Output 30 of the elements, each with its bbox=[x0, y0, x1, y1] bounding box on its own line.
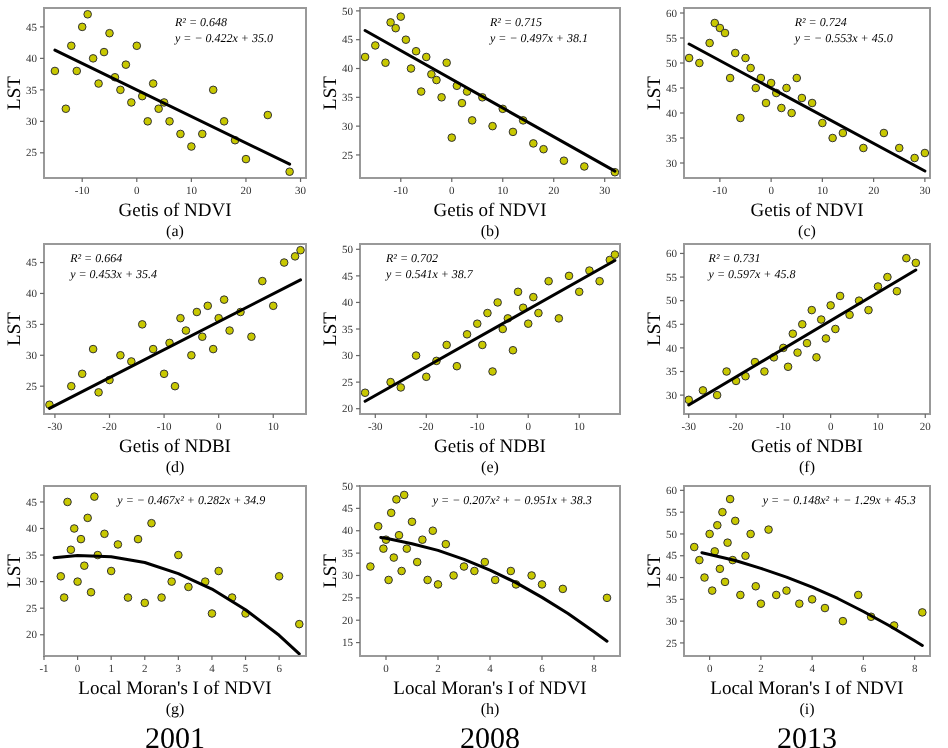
text: (b) bbox=[480, 222, 500, 240]
y-axis-title: LST bbox=[646, 553, 666, 588]
x-axis-title: Local Moran's I of NDVI bbox=[393, 680, 587, 700]
x-axis-title: Getis of NDBI bbox=[119, 438, 231, 458]
x-axis-title: Getis of NDBI bbox=[751, 438, 863, 458]
text: 2008 bbox=[460, 724, 520, 748]
y-axis-title: LST bbox=[6, 311, 26, 346]
y-axis-title: LST bbox=[6, 75, 26, 110]
y-axis-title: LST bbox=[646, 311, 666, 346]
text: (a) bbox=[166, 222, 185, 240]
x-axis-title: Getis of NDBI bbox=[434, 438, 546, 458]
text: (d) bbox=[165, 458, 185, 476]
x-axis-title: Getis of NDVI bbox=[750, 202, 864, 222]
y-axis-title: LST bbox=[646, 75, 666, 110]
text: (g) bbox=[165, 700, 185, 718]
y-axis-title: LST bbox=[322, 553, 342, 588]
text: (f) bbox=[799, 458, 816, 476]
text: (h) bbox=[480, 700, 500, 718]
text: (c) bbox=[798, 222, 817, 240]
text: 2013 bbox=[777, 724, 837, 748]
y-axis-title: LST bbox=[322, 75, 342, 110]
y-axis-title: LST bbox=[6, 553, 26, 588]
x-axis-title: Getis of NDVI bbox=[118, 202, 232, 222]
x-axis-title: Getis of NDVI bbox=[433, 202, 547, 222]
x-axis-title: Local Moran's I of NDVI bbox=[78, 680, 272, 700]
text: 2001 bbox=[145, 724, 205, 748]
text: (i) bbox=[799, 700, 816, 718]
x-axis-title: Local Moran's I of NDVI bbox=[710, 680, 904, 700]
text: (e) bbox=[481, 458, 500, 476]
y-axis-title: LST bbox=[322, 311, 342, 346]
